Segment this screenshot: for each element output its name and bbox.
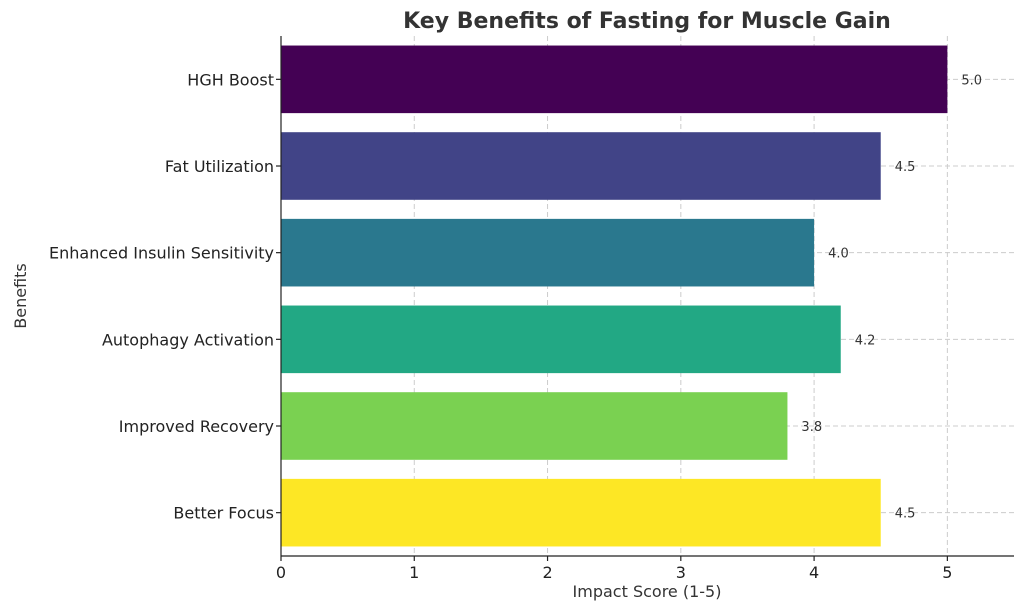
- x-tick-label: 2: [542, 563, 552, 582]
- x-tick-label: 3: [676, 563, 686, 582]
- chart-title: Key Benefits of Fasting for Muscle Gain: [403, 9, 891, 34]
- x-tick-label: 1: [409, 563, 419, 582]
- value-label: 5.0: [961, 73, 982, 88]
- bar: [281, 132, 881, 200]
- bar: [281, 478, 881, 547]
- category-label: HGH Boost: [187, 70, 274, 89]
- labels: 0 1 2 3 4 5 HGH Boost 5.0 Fat Utilization 4.5 Enha…: [49, 70, 982, 582]
- category-label: Improved Recovery: [119, 417, 274, 436]
- bar: [281, 305, 841, 374]
- value-label: 4.2: [855, 333, 876, 348]
- x-axis-label: Impact Score (1-5): [573, 582, 722, 601]
- x-tick-label: 4: [809, 563, 819, 582]
- x-tick-label: 5: [942, 563, 952, 582]
- grid-lines: [280, 36, 1014, 556]
- bar: [281, 392, 788, 460]
- bar: [281, 218, 815, 287]
- category-label: Fat Utilization: [165, 157, 274, 176]
- value-label: 4.5: [895, 160, 916, 175]
- x-tick-label: 0: [276, 563, 286, 582]
- y-axis-label: Benefits: [11, 263, 30, 329]
- category-label: Autophagy Activation: [102, 330, 274, 349]
- value-label: 4.5: [895, 507, 916, 522]
- value-label: 4.0: [828, 247, 849, 262]
- category-label: Better Focus: [173, 504, 274, 523]
- value-label: 3.8: [801, 420, 822, 435]
- bar: [281, 45, 948, 114]
- bars: [281, 45, 948, 547]
- category-label: Enhanced Insulin Sensitivity: [49, 244, 274, 263]
